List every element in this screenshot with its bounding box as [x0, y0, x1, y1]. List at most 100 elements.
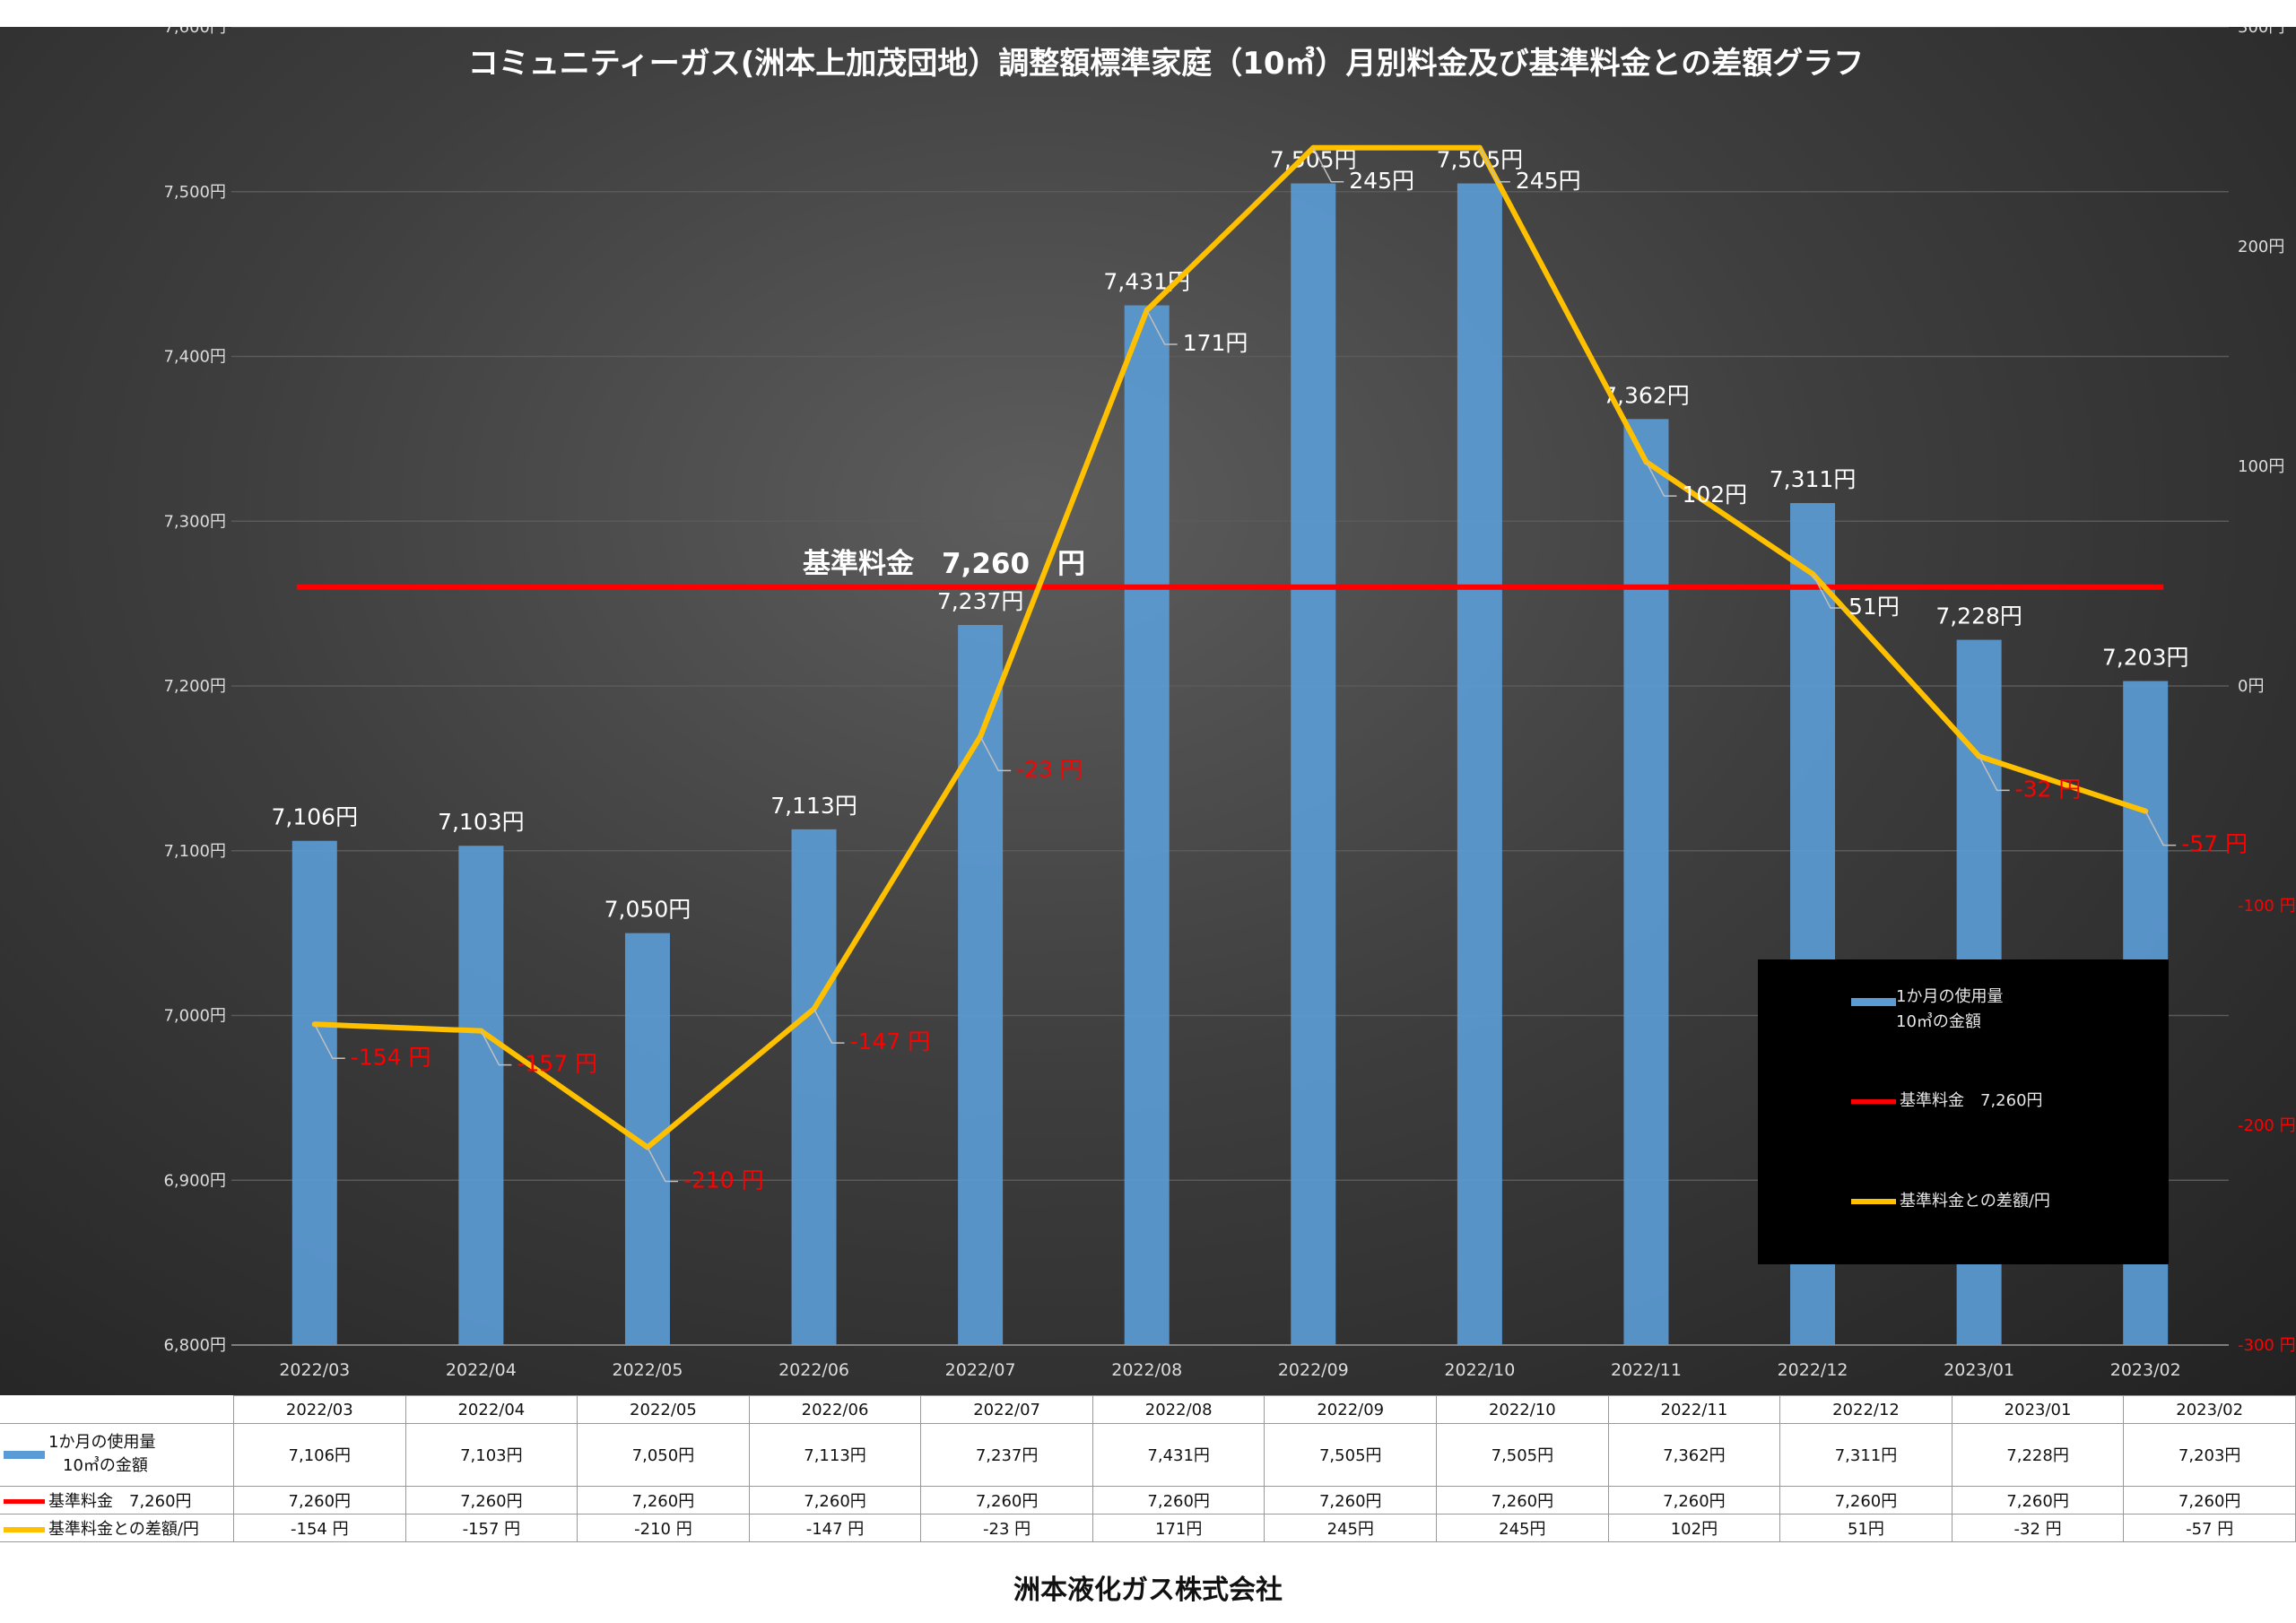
- table-cell: 7,260円: [920, 1485, 1093, 1515]
- table-cell: 245円: [1264, 1513, 1438, 1543]
- table-row: 基準料金 7,260円 7,260円 7,260円 7,260円 7,260円 7,260…: [0, 1485, 2296, 1515]
- bar: [458, 846, 504, 1345]
- data-table: 2022/03 2022/04 2022/05 2022/06 2022/07 2022/…: [0, 1394, 2296, 1543]
- right-tick-label: -200 円: [2238, 1116, 2296, 1135]
- diff-value-label: 245円: [1516, 168, 1581, 194]
- diff-value-label: -57 円: [2181, 831, 2248, 857]
- table-cell: 7,260円: [233, 1485, 406, 1515]
- table-cell: -23 円: [920, 1513, 1093, 1543]
- diff-value-label: 51円: [1848, 594, 1900, 620]
- combo-chart: 6,800円 6,900円 7,000円 7,100円 7,200円 7,300円 7,40…: [163, 27, 2296, 1380]
- x-tick-label: 2022/04: [446, 1360, 517, 1380]
- table-row-label: 基準料金との差額/円: [0, 1513, 234, 1543]
- table-header-cell: 2022/08: [1091, 1394, 1265, 1425]
- right-tick-label: 0円: [2238, 677, 2264, 696]
- table-cell: 7,050円: [577, 1423, 750, 1487]
- table-cell: 7,431円: [1091, 1423, 1265, 1487]
- legend-bar-label: 1か月の使用量 10㎥の金額: [1896, 985, 2003, 1035]
- diff-leader-line: [480, 1030, 512, 1066]
- bar: [791, 829, 837, 1345]
- x-tick-label: 2022/06: [778, 1360, 849, 1380]
- table-cell: 7,260円: [1436, 1485, 1609, 1515]
- right-tick-label: -100 円: [2238, 897, 2296, 916]
- bar-value-label: 7,237円: [937, 588, 1024, 614]
- table-header-cell: 2022/03: [233, 1394, 406, 1425]
- legend-swatch-diff: [1851, 1199, 1896, 1204]
- table-cell: -57 円: [2123, 1513, 2296, 1543]
- table-header-cell: 2022/10: [1436, 1394, 1609, 1425]
- table-cell: 7,103円: [404, 1423, 578, 1487]
- legend-bar-line2: 10㎥の金額: [1896, 1012, 1981, 1031]
- table-cell: 7,203円: [2123, 1423, 2296, 1487]
- table-cell: 7,113円: [748, 1423, 922, 1487]
- table-cell: 245円: [1436, 1513, 1609, 1543]
- diff-value-label: -32 円: [2015, 776, 2082, 802]
- bar: [1124, 305, 1170, 1346]
- table-header-cell: 2022/06: [748, 1394, 922, 1425]
- table-header-cell: 2022/11: [1607, 1394, 1781, 1425]
- chart-panel: 6,800円 6,900円 7,000円 7,100円 7,200円 7,300円 7,40…: [0, 27, 2296, 1399]
- table-header-cell: 2022/04: [404, 1394, 578, 1425]
- table-cell: -32 円: [1951, 1513, 2125, 1543]
- table-bar-label-line2: 10㎥の金額: [63, 1456, 148, 1476]
- x-tick-label: 2022/05: [612, 1360, 683, 1380]
- table-cell: -154 円: [233, 1513, 406, 1543]
- diff-leader-line: [1146, 309, 1178, 345]
- diff-value-label: -210 円: [683, 1167, 764, 1193]
- legend-diff-label: 基準料金との差額/円: [1900, 1192, 2050, 1211]
- diff-leader-line: [1479, 147, 1510, 183]
- diff-leader-line: [314, 1023, 345, 1060]
- diff-value-label: 171円: [1183, 330, 1248, 356]
- diff-leader-line: [813, 1008, 845, 1044]
- bar-value-label: 7,050円: [604, 897, 691, 923]
- bar: [1623, 419, 1669, 1346]
- table-cell: 7,260円: [1607, 1485, 1781, 1515]
- table-swatch-ref: [4, 1499, 45, 1505]
- diff-value-label: -147 円: [850, 1028, 931, 1055]
- x-tick-label: 2022/11: [1611, 1360, 1682, 1380]
- table-cell: 7,106円: [233, 1423, 406, 1487]
- bar: [958, 625, 1004, 1345]
- left-tick-label: 7,200円: [163, 677, 226, 696]
- diff-value-label: -154 円: [351, 1044, 431, 1070]
- table-cell: 7,260円: [2123, 1485, 2296, 1515]
- table-swatch-bar: [4, 1450, 45, 1459]
- left-tick-label: 6,800円: [163, 1336, 226, 1355]
- table-diff-label: 基準料金との差額/円: [48, 1519, 199, 1539]
- bar-value-label: 7,113円: [770, 793, 857, 819]
- table-cell: 7,237円: [920, 1423, 1093, 1487]
- chart-title: コミュニティーガス(洲本上加茂団地）調整額標準家庭（10㎥）月別料金及び基準料金…: [468, 46, 1864, 82]
- x-tick-label: 2022/10: [1444, 1360, 1515, 1380]
- table-cell: 7,311円: [1779, 1423, 1952, 1487]
- table-cell: 102円: [1607, 1513, 1781, 1543]
- table-cell: 7,260円: [1951, 1485, 2125, 1515]
- table-cell: 7,505円: [1436, 1423, 1609, 1487]
- right-tick-label: -300 円: [2238, 1336, 2296, 1355]
- table-row-label: 基準料金 7,260円: [0, 1485, 234, 1515]
- table-cell: 7,260円: [1091, 1485, 1265, 1515]
- diff-leader-line: [979, 736, 1012, 772]
- table-header-cell: 2022/05: [577, 1394, 750, 1425]
- bar: [1291, 183, 1336, 1345]
- diff-value-label: 245円: [1349, 168, 1414, 194]
- table-header-cell: 2022/09: [1264, 1394, 1438, 1425]
- right-tick-label: 100円: [2238, 457, 2284, 476]
- table-row-label: 1か月の使用量 10㎥の金額: [0, 1423, 234, 1487]
- diff-value-label: 102円: [1682, 482, 1747, 508]
- table-cell: 7,505円: [1264, 1423, 1438, 1487]
- table-header-cell: 2022/12: [1779, 1394, 1952, 1425]
- table-cell: 7,260円: [748, 1485, 922, 1515]
- x-tick-label: 2022/08: [1111, 1360, 1182, 1380]
- table-cell: 7,260円: [404, 1485, 578, 1515]
- bar-value-label: 7,106円: [272, 804, 359, 830]
- x-tick-label: 2022/12: [1778, 1360, 1848, 1380]
- right-tick-label: 200円: [2238, 238, 2284, 256]
- table-cell: 7,260円: [1779, 1485, 1952, 1515]
- table-swatch-diff: [4, 1526, 45, 1532]
- table-cell: 171円: [1091, 1513, 1265, 1543]
- table-corner-cell: [0, 1395, 234, 1425]
- table-header-cell: 2023/02: [2123, 1394, 2296, 1425]
- chart-legend: 1か月の使用量 10㎥の金額 基準料金 7,260円 基準料金との差額/円: [1758, 959, 2169, 1264]
- table-cell: 7,228円: [1951, 1423, 2125, 1487]
